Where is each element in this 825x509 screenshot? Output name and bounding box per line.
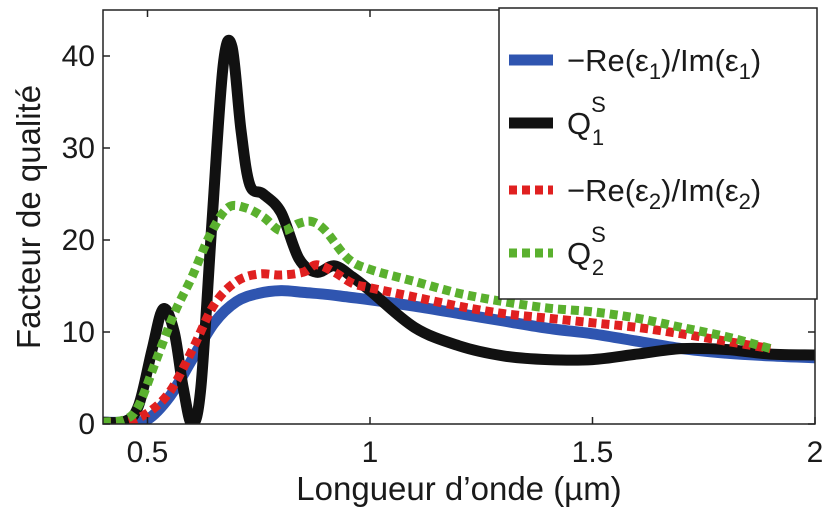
x-tick-label: 1.5	[572, 436, 614, 469]
x-tick-label: 1	[362, 436, 379, 469]
y-tick-label: 10	[62, 316, 95, 349]
x-axis-ticks: 0.5 1 1.5 2	[127, 10, 824, 469]
y-tick-label: 20	[62, 224, 95, 257]
x-axis-label: Longueur d’onde (µm)	[296, 470, 621, 507]
x-tick-label: 2	[807, 436, 824, 469]
y-axis-ticks: 0 10 20 30 40	[62, 40, 815, 441]
y-tick-label: 40	[62, 40, 95, 73]
y-axis-label: Facteur de qualité	[10, 85, 47, 349]
y-tick-label: 0	[78, 408, 95, 441]
y-tick-label: 30	[62, 132, 95, 165]
series-line-q2	[103, 200, 772, 424]
series-layer	[103, 34, 815, 424]
series-line-re2	[103, 260, 772, 424]
legend-label-q2: QS 2	[567, 222, 606, 280]
legend-label-re1: −Re(ε1)/Im(ε1)	[567, 43, 761, 84]
x-tick-label: 0.5	[127, 436, 169, 469]
series-line-q1	[103, 34, 815, 424]
legend-label-q1: QS 1	[567, 92, 606, 150]
legend: −Re(ε1)/Im(ε1) QS 1 −Re(ε2)/Im(ε2) QS 2	[498, 7, 818, 300]
legend-label-re2: −Re(ε2)/Im(ε2)	[567, 173, 761, 214]
legend-box	[498, 7, 818, 300]
